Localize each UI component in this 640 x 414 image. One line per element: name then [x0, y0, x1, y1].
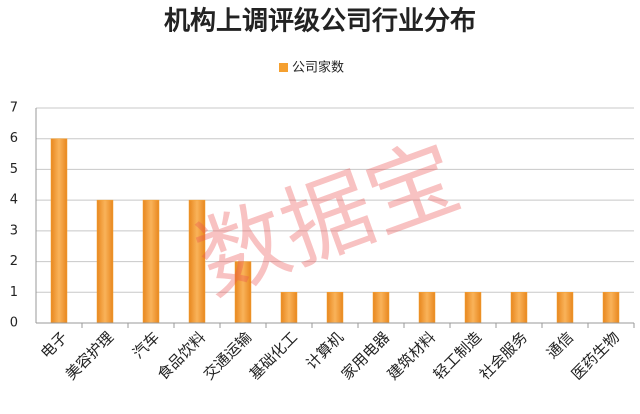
- x-tick-label: 医药生物: [568, 328, 623, 383]
- bar: [142, 199, 160, 324]
- y-tick-label: 5: [10, 162, 18, 177]
- bar: [96, 199, 114, 324]
- bar: [280, 292, 298, 324]
- x-tick-label: 电子: [37, 328, 71, 362]
- bar: [556, 292, 574, 324]
- bar: [418, 292, 436, 324]
- bar: [602, 292, 620, 324]
- bar: [326, 292, 344, 324]
- bar: [50, 138, 68, 324]
- y-tick-label: 1: [10, 285, 18, 300]
- x-tick-label: 汽车: [129, 328, 163, 362]
- watermark: 数据宝: [183, 124, 473, 315]
- x-tick-label: 家用电器: [338, 328, 393, 383]
- x-tick-label: 通信: [543, 328, 577, 362]
- x-tick-label: 社会服务: [476, 328, 531, 383]
- y-tick-label: 4: [10, 193, 18, 208]
- bar: [510, 292, 528, 324]
- bar: [372, 292, 390, 324]
- legend-label: 公司家数: [292, 60, 344, 76]
- chart-title: 机构上调评级公司行业分布: [164, 6, 476, 37]
- x-tick-label: 基础化工: [246, 328, 301, 383]
- x-tick-label: 计算机: [302, 328, 347, 373]
- x-tick-label: 食品饮料: [154, 328, 209, 383]
- bar: [464, 292, 482, 324]
- y-tick-label: 6: [10, 131, 18, 146]
- y-tick-label: 7: [10, 101, 18, 116]
- x-tick-label: 轻工制造: [430, 328, 485, 383]
- y-tick-label: 0: [10, 316, 18, 331]
- x-tick-label: 美容护理: [62, 328, 117, 383]
- x-tick-label: 建筑材料: [384, 328, 439, 383]
- y-tick-label: 3: [10, 223, 18, 238]
- y-tick-label: 2: [10, 254, 18, 269]
- legend-swatch: [279, 63, 288, 72]
- x-tick-label: 交通运输: [200, 328, 255, 383]
